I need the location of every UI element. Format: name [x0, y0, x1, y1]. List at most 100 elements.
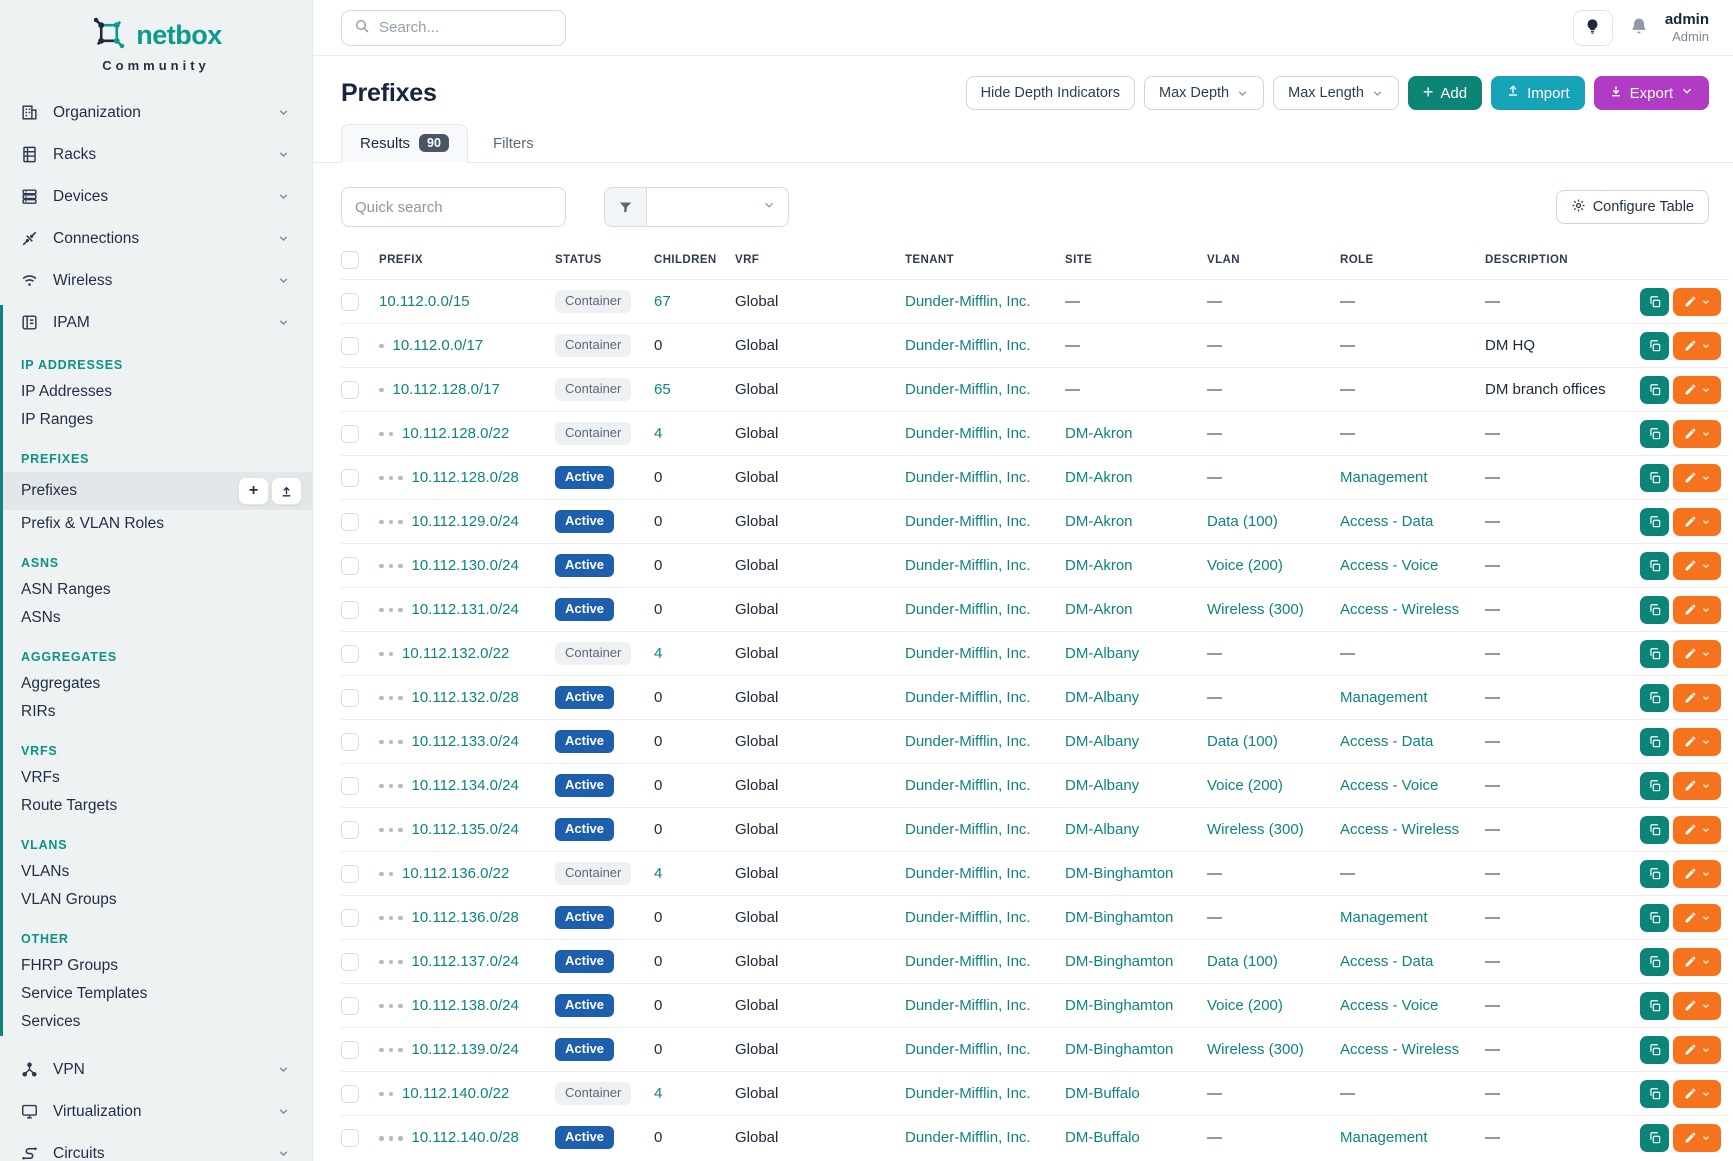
site-link[interactable]: DM-Albany [1065, 645, 1140, 662]
prefix-link[interactable]: 10.112.132.0/22 [402, 645, 510, 662]
row-checkbox[interactable] [341, 776, 359, 795]
prefix-link[interactable]: 10.112.136.0/28 [411, 909, 519, 926]
sidebar-item-racks[interactable]: Racks [0, 137, 312, 172]
role-link[interactable]: Access - Data [1340, 733, 1434, 750]
tenant-link[interactable]: Dunder-Mifflin, Inc. [905, 381, 1031, 398]
site-link[interactable]: DM-Albany [1065, 689, 1140, 706]
prefix-link[interactable]: 10.112.133.0/24 [411, 733, 519, 750]
row-checkbox[interactable] [341, 644, 359, 663]
site-link[interactable]: DM-Akron [1065, 513, 1133, 530]
site-link[interactable]: DM-Binghamton [1065, 909, 1174, 926]
site-link[interactable]: DM-Buffalo [1065, 1085, 1140, 1102]
clone-button[interactable] [1640, 287, 1669, 316]
tenant-link[interactable]: Dunder-Mifflin, Inc. [905, 1041, 1031, 1058]
edit-button[interactable] [1673, 331, 1721, 360]
vlan-link[interactable]: Voice (200) [1207, 777, 1283, 794]
role-link[interactable]: Access - Data [1340, 513, 1434, 530]
site-link[interactable]: DM-Binghamton [1065, 1041, 1174, 1058]
role-link[interactable]: Management [1340, 689, 1428, 706]
global-search[interactable] [341, 9, 578, 46]
clone-button[interactable] [1640, 595, 1669, 624]
saved-filter-select[interactable] [646, 187, 789, 227]
prefix-link[interactable]: 10.112.138.0/24 [411, 997, 519, 1014]
role-link[interactable]: Access - Wireless [1340, 601, 1460, 618]
edit-button[interactable] [1673, 815, 1721, 844]
row-checkbox[interactable] [341, 996, 359, 1015]
sidebar-item-vpn[interactable]: VPN [0, 1052, 312, 1087]
edit-button[interactable] [1673, 463, 1721, 492]
add-button[interactable]: + Add [1407, 76, 1483, 110]
sidebar-item-route-targets[interactable]: Route Targets [21, 797, 118, 814]
column-header-prefix[interactable]: PREFIX [379, 254, 423, 266]
clone-button[interactable] [1640, 1035, 1669, 1064]
sidebar-item-vlan-groups[interactable]: VLAN Groups [21, 891, 117, 908]
tenant-link[interactable]: Dunder-Mifflin, Inc. [905, 1129, 1031, 1147]
edit-button[interactable] [1673, 1079, 1721, 1108]
export-button[interactable]: Export [1593, 76, 1709, 110]
prefix-link[interactable]: 10.112.128.0/22 [402, 425, 510, 442]
edit-button[interactable] [1673, 419, 1721, 448]
site-link[interactable]: DM-Akron [1065, 469, 1133, 486]
tab-results[interactable]: Results 90 [341, 124, 468, 163]
sidebar-item-services[interactable]: Services [21, 1013, 81, 1030]
row-checkbox[interactable] [341, 292, 359, 311]
row-checkbox[interactable] [341, 600, 359, 619]
children-count[interactable]: 65 [654, 381, 671, 398]
sidebar-item-asn-ranges[interactable]: ASN Ranges [21, 581, 111, 598]
prefix-link[interactable]: 10.112.130.0/24 [411, 557, 519, 574]
sidebar-item-rirs[interactable]: RIRs [21, 703, 56, 720]
prefixes-import-button[interactable] [271, 477, 302, 505]
prefix-link[interactable]: 10.112.134.0/24 [411, 777, 519, 794]
row-checkbox[interactable] [341, 336, 359, 355]
edit-button[interactable] [1673, 903, 1721, 932]
vlan-link[interactable]: Data (100) [1207, 513, 1278, 530]
sidebar-item-prefix-vlan-roles[interactable]: Prefix & VLAN Roles [21, 515, 164, 532]
row-checkbox[interactable] [341, 732, 359, 751]
clone-button[interactable] [1640, 771, 1669, 800]
prefix-link[interactable]: 10.112.0.0/15 [379, 293, 470, 310]
column-header-children[interactable]: CHILDREN [654, 254, 717, 266]
row-checkbox[interactable] [341, 1128, 359, 1147]
prefix-link[interactable]: 10.112.131.0/24 [411, 601, 519, 618]
site-link[interactable]: DM-Albany [1065, 821, 1140, 838]
clone-button[interactable] [1640, 903, 1669, 932]
column-header-role[interactable]: ROLE [1340, 254, 1374, 266]
select-all-checkbox[interactable] [341, 251, 359, 269]
tab-filters[interactable]: Filters [492, 135, 534, 152]
column-header-vrf[interactable]: VRF [735, 254, 760, 266]
role-link[interactable]: Access - Data [1340, 953, 1434, 970]
row-checkbox[interactable] [341, 468, 359, 487]
max-depth-dropdown[interactable]: Max Depth [1144, 76, 1265, 110]
tenant-link[interactable]: Dunder-Mifflin, Inc. [905, 425, 1031, 442]
clone-button[interactable] [1640, 331, 1669, 360]
column-header-description[interactable]: DESCRIPTION [1485, 254, 1568, 266]
site-link[interactable]: DM-Albany [1065, 733, 1140, 750]
import-button[interactable]: Import [1491, 76, 1585, 110]
site-link[interactable]: DM-Albany [1065, 777, 1140, 794]
sidebar-item-devices[interactable]: Devices [0, 179, 312, 214]
clone-button[interactable] [1640, 1123, 1669, 1152]
tenant-link[interactable]: Dunder-Mifflin, Inc. [905, 953, 1031, 970]
row-checkbox[interactable] [341, 820, 359, 839]
prefix-link[interactable]: 10.112.128.0/28 [411, 469, 519, 486]
clone-button[interactable] [1640, 463, 1669, 492]
sidebar-item-fhrp-groups[interactable]: FHRP Groups [21, 957, 119, 974]
row-checkbox[interactable] [341, 512, 359, 531]
clone-button[interactable] [1640, 507, 1669, 536]
site-link[interactable]: DM-Binghamton [1065, 953, 1174, 970]
vlan-link[interactable]: Voice (200) [1207, 557, 1283, 574]
prefix-link[interactable]: 10.112.0.0/17 [392, 337, 484, 354]
edit-button[interactable] [1673, 287, 1721, 316]
sidebar-item-connections[interactable]: Connections [0, 221, 312, 256]
tenant-link[interactable]: Dunder-Mifflin, Inc. [905, 293, 1031, 310]
prefix-link[interactable]: 10.112.139.0/24 [411, 1041, 519, 1058]
site-link[interactable]: DM-Akron [1065, 601, 1133, 618]
tenant-link[interactable]: Dunder-Mifflin, Inc. [905, 689, 1031, 706]
children-count[interactable]: 67 [654, 293, 671, 310]
edit-button[interactable] [1673, 375, 1721, 404]
role-link[interactable]: Access - Voice [1340, 557, 1439, 574]
tenant-link[interactable]: Dunder-Mifflin, Inc. [905, 1085, 1031, 1102]
tenant-link[interactable]: Dunder-Mifflin, Inc. [905, 821, 1031, 838]
brand-logo[interactable]: netbox Community [0, 14, 312, 73]
clone-button[interactable] [1640, 947, 1669, 976]
